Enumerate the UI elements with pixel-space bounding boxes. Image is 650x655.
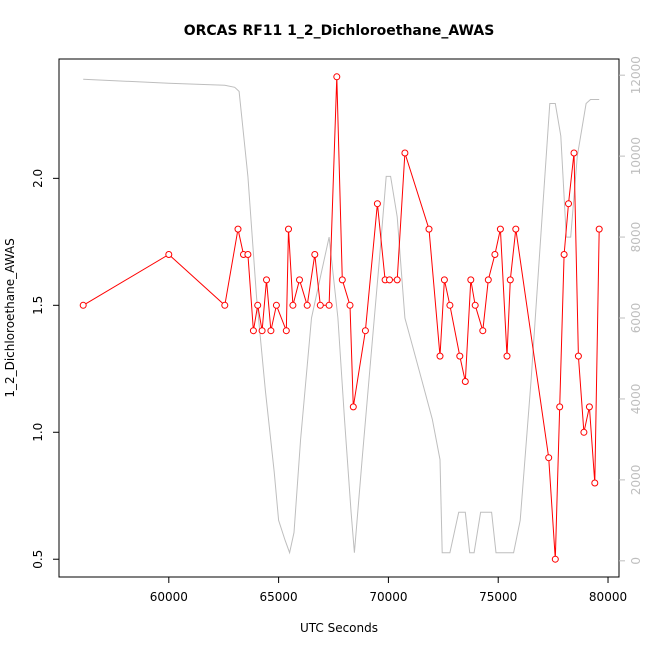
data-point: [221, 301, 229, 309]
data-point: [471, 301, 479, 309]
y2-tick-label: 10000: [629, 137, 643, 175]
data-point: [580, 428, 588, 436]
data-point: [165, 251, 173, 258]
data-point: [258, 327, 266, 335]
y2-tick-label: 0: [629, 557, 643, 565]
x-tick-label: 60000: [150, 590, 188, 604]
y2-tick-label: 6000: [629, 303, 643, 334]
data-point: [467, 276, 475, 284]
data-point: [333, 73, 341, 81]
data-point: [484, 276, 492, 284]
data-point: [393, 276, 401, 284]
y-tick-label: 2.0: [31, 169, 45, 188]
data-point: [349, 403, 357, 411]
y2-tick-label: 8000: [629, 222, 643, 253]
data-point: [249, 327, 257, 335]
data-point: [79, 301, 87, 309]
data-point: [346, 301, 354, 309]
axes: 60000 65000 70000 75000 80000 0.5 1.0 1.5 2.0 0 20…: [31, 56, 643, 604]
data-point: [386, 276, 393, 284]
data-point: [401, 149, 409, 157]
data-point: [591, 479, 599, 487]
data-point: [325, 301, 333, 309]
data-point: [272, 301, 280, 309]
data-point: [263, 276, 270, 284]
data-point: [373, 200, 381, 208]
y2-tick-label: 2000: [629, 465, 643, 496]
y2-tick-label: 12000: [629, 56, 643, 94]
series-layer: [79, 73, 603, 563]
data-point: [285, 225, 292, 233]
data-point: [556, 403, 564, 411]
data-point: [585, 403, 593, 411]
dichloroethane-line: [82, 76, 600, 560]
y-tick-label: 0.5: [31, 550, 45, 569]
data-point: [316, 301, 324, 309]
data-point: [425, 225, 433, 233]
data-point: [595, 225, 603, 233]
data-point: [244, 251, 252, 258]
data-point: [446, 301, 454, 309]
data-point: [551, 555, 559, 563]
data-point: [479, 327, 487, 335]
x-axis-label: UTC Seconds: [300, 621, 378, 635]
data-point: [361, 327, 369, 335]
data-point: [574, 352, 582, 360]
data-point: [570, 149, 578, 157]
data-point: [456, 352, 464, 360]
y-tick-label: 1.0: [31, 423, 45, 442]
data-point: [565, 200, 572, 208]
data-point: [436, 352, 444, 360]
x-tick-label: 65000: [260, 590, 298, 604]
data-point: [560, 251, 568, 258]
x-tick-label: 75000: [479, 590, 517, 604]
data-point: [282, 327, 290, 335]
chart-title: ORCAS RF11 1_2_Dichloroethane_AWAS: [184, 23, 495, 39]
data-point: [496, 225, 504, 233]
data-point: [338, 276, 346, 284]
data-point: [289, 301, 297, 309]
y2-tick-label: 4000: [629, 384, 643, 415]
data-point: [503, 352, 511, 360]
data-point: [491, 251, 499, 258]
x-tick-label: 80000: [589, 590, 627, 604]
data-point: [512, 225, 520, 233]
data-point: [461, 378, 469, 385]
data-point: [267, 327, 275, 335]
altitude-line: [83, 78, 600, 555]
data-point: [506, 276, 514, 284]
data-point: [440, 276, 448, 284]
data-point: [296, 276, 303, 284]
data-point: [545, 454, 553, 462]
data-point: [303, 301, 311, 309]
y-tick-label: 1.5: [31, 296, 45, 315]
y-axis-label: 1_2_Dichloroethane_AWAS: [3, 238, 17, 397]
data-point: [254, 301, 262, 309]
data-point: [311, 251, 319, 258]
x-tick-label: 70000: [369, 590, 407, 604]
data-point: [234, 225, 242, 233]
